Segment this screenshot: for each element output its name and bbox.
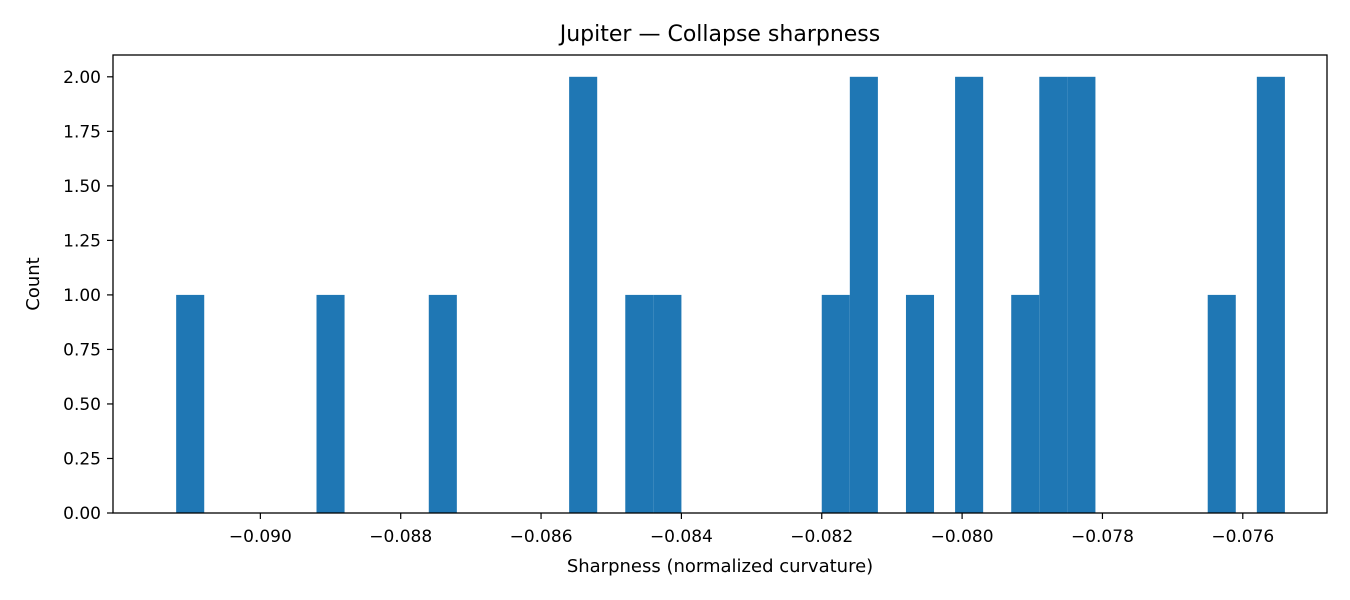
histogram-bar (1067, 76, 1096, 513)
y-tick-label: 1.00 (63, 286, 101, 306)
x-tick-label: −0.090 (229, 527, 292, 547)
x-axis-ticks: −0.090 −0.088 −0.086 −0.084 −0.082 −0.080 −0.0… (229, 513, 1274, 547)
x-tick-label: −0.082 (790, 527, 853, 547)
histogram-bar (176, 294, 205, 513)
x-tick-label: −0.084 (650, 527, 713, 547)
histogram-bar (955, 76, 984, 513)
y-tick-label: 1.25 (63, 231, 101, 251)
histogram-bar (569, 76, 598, 513)
bars-group (176, 76, 1285, 513)
x-tick-label: −0.088 (369, 527, 432, 547)
y-tick-label: 0.75 (63, 340, 101, 360)
y-axis-ticks: 0.00 0.25 0.50 0.75 1.00 1.25 1.50 1.75 2.00 (63, 68, 113, 524)
histogram-bar (1011, 294, 1040, 513)
y-tick-label: 1.75 (63, 122, 101, 142)
histogram-bar (1207, 294, 1236, 513)
histogram-bar (316, 294, 345, 513)
x-tick-label: −0.078 (1071, 527, 1134, 547)
y-tick-label: 2.00 (63, 68, 101, 88)
histogram-bar (1039, 76, 1068, 513)
histogram-bar (1256, 76, 1285, 513)
histogram-bar (428, 294, 457, 513)
y-tick-label: 0.00 (63, 504, 101, 524)
plot-frame (112, 54, 1328, 514)
x-tick-label: −0.080 (931, 527, 994, 547)
y-tick-label: 0.50 (63, 395, 101, 415)
histogram-bar (625, 294, 654, 513)
x-tick-label: −0.086 (510, 527, 573, 547)
histogram-bar (653, 294, 682, 513)
histogram-bar (905, 294, 935, 513)
x-tick-label: −0.076 (1211, 527, 1274, 547)
y-tick-label: 0.25 (63, 449, 101, 469)
chart-title: Jupiter — Collapse sharpness (558, 22, 880, 47)
x-axis-label: Sharpness (normalized curvature) (567, 556, 873, 577)
y-axis-label: Count (23, 257, 44, 310)
histogram-bar (821, 294, 850, 513)
y-tick-label: 1.50 (63, 177, 101, 197)
histogram-bar (849, 76, 878, 513)
